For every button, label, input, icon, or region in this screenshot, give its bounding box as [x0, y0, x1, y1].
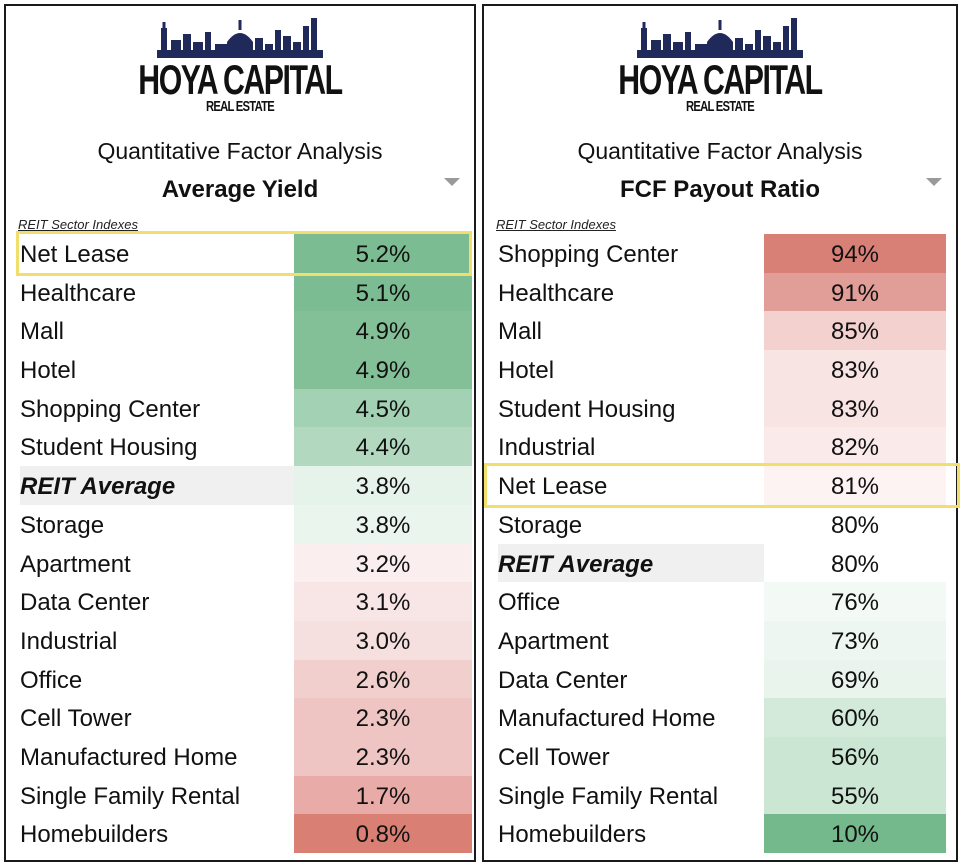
brand-name: HOYA CAPITAL [138, 56, 343, 103]
value-cell: 94% [764, 234, 946, 273]
skyline-icon [157, 18, 323, 58]
row-label: Manufactured Home [498, 705, 716, 733]
row-label: Hotel [20, 357, 77, 385]
value-cell: 4.4% [294, 427, 472, 467]
chart-title: FCF Payout Ratio [619, 176, 820, 203]
value-cell: 2.6% [294, 659, 472, 699]
row-label: Data Center [498, 666, 628, 694]
value-cell: 55% [764, 775, 946, 815]
row-label: REIT Average [498, 543, 768, 583]
row-label: Industrial [20, 627, 118, 655]
yield-panel: HOYA CAPITAL REAL ESTATE Quantitative Fa… [4, 4, 476, 862]
row-label: Shopping Center [20, 395, 201, 423]
row-label: Healthcare [20, 279, 137, 307]
value-cell: 10% [764, 814, 946, 853]
value-cell: 3.1% [294, 582, 472, 621]
row-label: Healthcare [498, 279, 615, 307]
value-cell: 76% [764, 582, 946, 621]
chart-subtitle: Quantitative Factor Analysis [577, 138, 863, 164]
chart-title: Average Yield [161, 176, 319, 203]
value-cell: 4.5% [294, 388, 472, 428]
value-cell: 5.2% [294, 234, 472, 273]
value-cell: 4.9% [294, 350, 472, 389]
row-label: Manufactured Home [20, 743, 238, 771]
value-cell: 2.3% [294, 698, 472, 737]
row-label: Industrial [498, 434, 596, 462]
value-cell: 1.7% [294, 775, 472, 815]
metric-dropdown-arrow[interactable] [444, 178, 460, 186]
row-label: Net Lease [20, 241, 130, 268]
row-label: Office [498, 589, 561, 617]
row-label: Storage [498, 511, 583, 539]
row-label: Homebuilders [498, 821, 647, 849]
row-label: Single Family Rental [498, 782, 719, 810]
row-label: Office [20, 666, 83, 694]
row-label: REIT Average [20, 466, 296, 505]
value-cell: 85% [764, 311, 946, 351]
brand-name: HOYA CAPITAL [618, 56, 823, 103]
brand-sub: REAL ESTATE [685, 98, 755, 115]
row-label: Data Center [20, 589, 150, 617]
value-cell: 0.8% [294, 814, 472, 853]
value-cell: 80% [764, 543, 946, 583]
row-label: Apartment [498, 627, 609, 655]
row-label: Mall [20, 318, 65, 346]
value-cell: 3.8% [294, 466, 472, 505]
value-cell: 91% [764, 272, 946, 312]
table-caption: REIT Sector Indexes [496, 217, 616, 232]
row-label: Apartment [20, 550, 131, 578]
value-cell: 81% [764, 466, 946, 505]
skyline-icon [637, 18, 803, 58]
row-label: Hotel [498, 357, 555, 385]
value-cell: 4.9% [294, 311, 472, 351]
row-label: Student Housing [498, 395, 676, 423]
value-cell: 56% [764, 736, 946, 776]
row-label: Storage [20, 511, 105, 539]
value-cell: 3.0% [294, 620, 472, 660]
value-cell: 73% [764, 620, 946, 660]
row-label: Homebuilders [20, 821, 169, 849]
table-caption: REIT Sector Indexes [18, 217, 138, 232]
row-label: Mall [498, 318, 543, 346]
value-cell: 83% [764, 350, 946, 389]
value-cell: 82% [764, 427, 946, 467]
hoya-capital-logo: HOYA CAPITAL REAL ESTATE [6, 14, 474, 138]
value-cell: 5.1% [294, 272, 472, 312]
row-label: Net Lease [498, 473, 608, 501]
hoya-capital-logo: HOYA CAPITAL REAL ESTATE [484, 14, 956, 138]
payout-panel: HOYA CAPITAL REAL ESTATE Quantitative Fa… [482, 4, 960, 862]
value-cell: 3.8% [294, 504, 472, 544]
row-label: Single Family Rental [20, 782, 241, 810]
row-label: Cell Tower [20, 705, 132, 733]
value-cell: 83% [764, 388, 946, 428]
row-label: Cell Tower [498, 743, 610, 771]
metric-dropdown-arrow[interactable] [926, 178, 942, 186]
value-cell: 69% [764, 659, 946, 699]
chart-subtitle: Quantitative Factor Analysis [97, 138, 383, 164]
value-cell: 80% [764, 504, 946, 544]
brand-sub: REAL ESTATE [205, 98, 275, 115]
value-cell: 60% [764, 698, 946, 737]
row-label: Shopping Center [498, 241, 679, 268]
value-cell: 2.3% [294, 736, 472, 776]
row-label: Student Housing [20, 434, 198, 462]
value-cell: 3.2% [294, 543, 472, 583]
